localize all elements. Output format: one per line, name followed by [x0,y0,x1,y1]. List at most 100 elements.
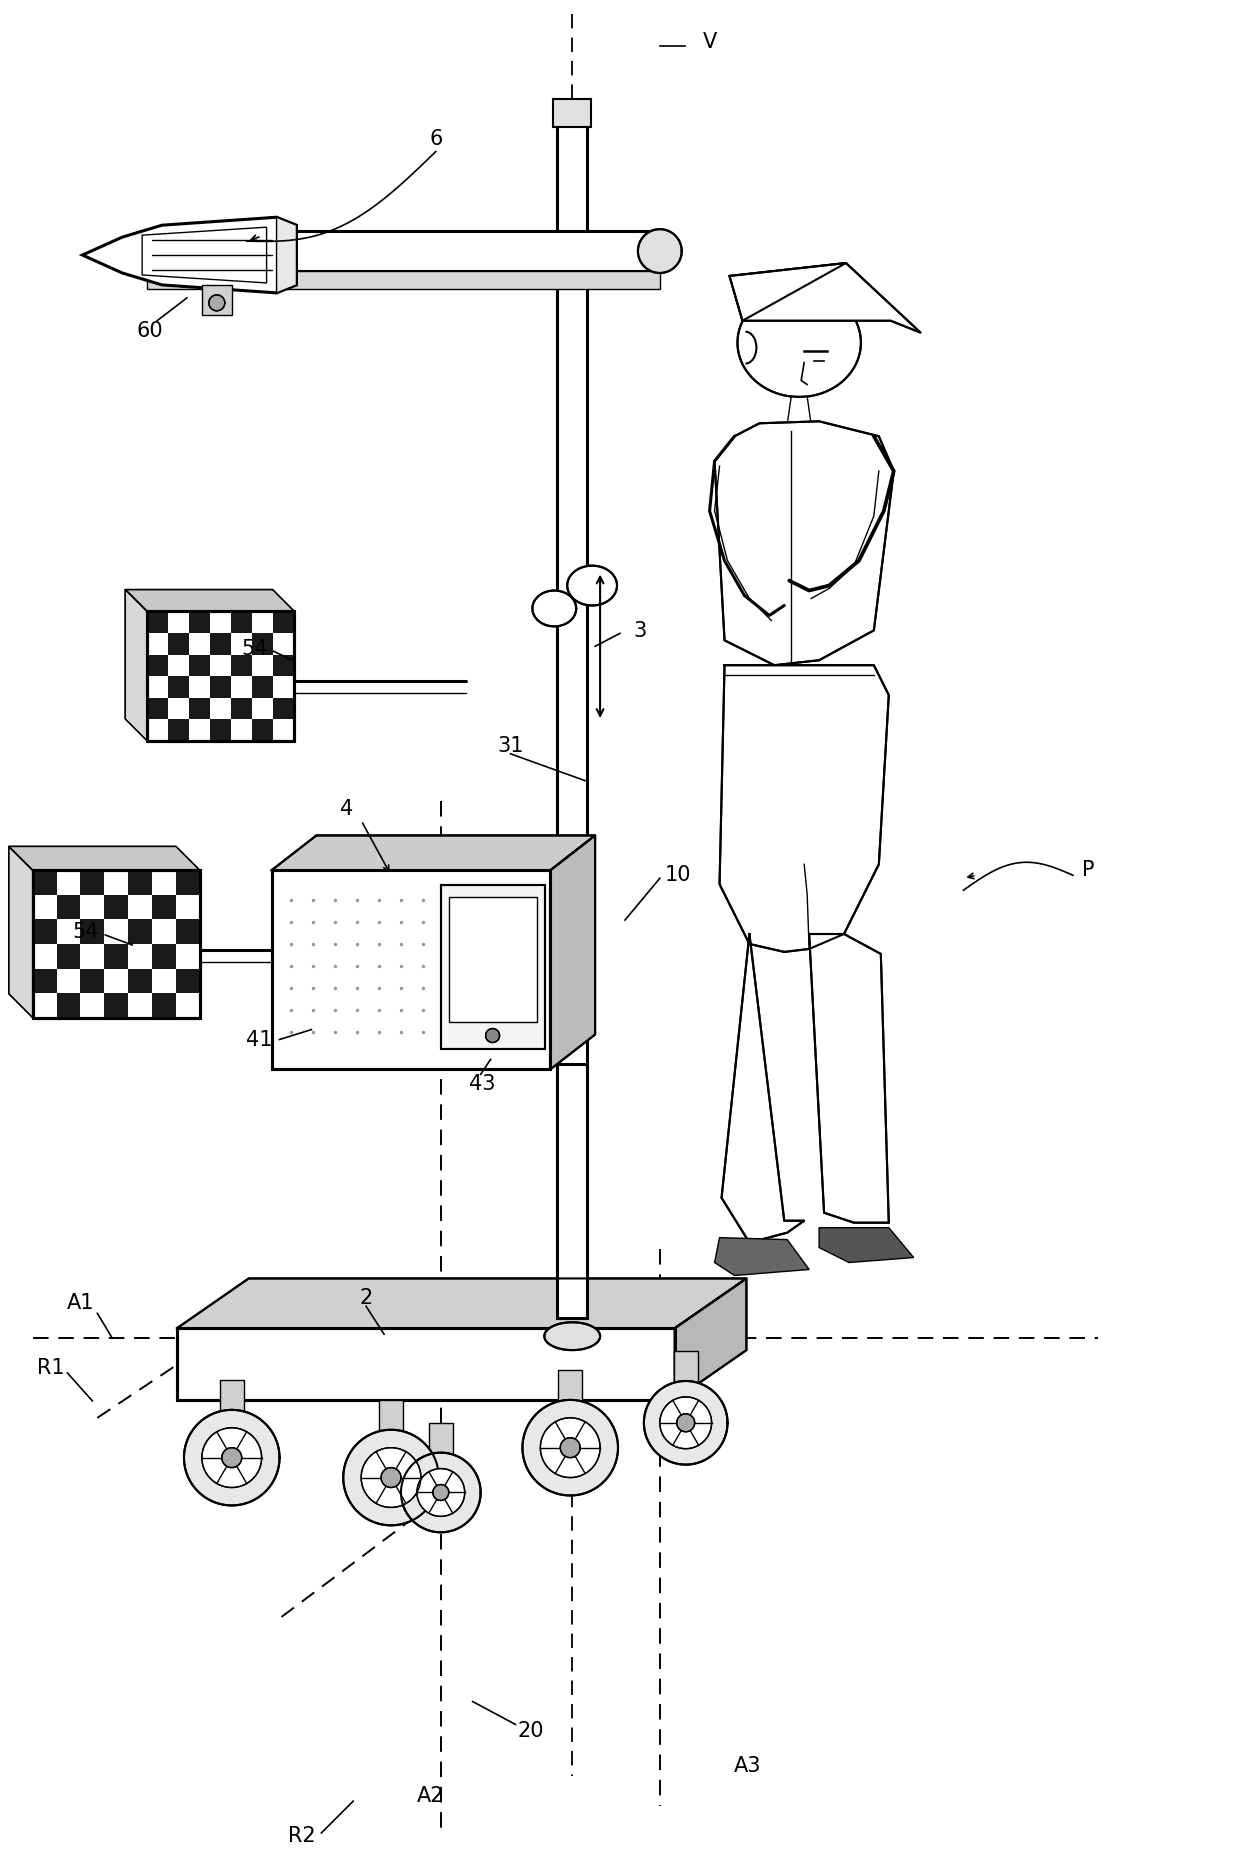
Bar [81,919,104,943]
Text: R1: R1 [37,1358,64,1379]
Bar [273,654,294,676]
Polygon shape [32,870,200,1018]
Bar [211,676,232,699]
Polygon shape [660,1397,712,1450]
Polygon shape [277,217,296,293]
Polygon shape [429,1423,453,1457]
Polygon shape [202,286,232,316]
Polygon shape [272,870,551,1068]
Bar [104,994,128,1018]
Bar [81,968,104,994]
Text: 10: 10 [665,865,691,885]
Polygon shape [219,1380,244,1414]
Polygon shape [522,1399,618,1496]
Polygon shape [82,217,296,293]
Bar [57,994,81,1018]
Polygon shape [125,590,294,611]
Text: 60: 60 [136,321,164,340]
Polygon shape [673,1351,698,1386]
Bar [253,676,273,699]
Bar [148,654,169,676]
Bar [211,633,232,654]
Polygon shape [433,1485,449,1500]
Bar [253,633,273,654]
Bar [153,943,176,968]
Polygon shape [486,1029,500,1042]
Polygon shape [567,566,618,605]
Polygon shape [719,665,889,953]
Text: 41: 41 [247,1029,273,1050]
Polygon shape [637,230,682,273]
Bar [232,699,253,719]
Polygon shape [361,1448,420,1507]
Text: V: V [703,32,717,52]
Bar [232,611,253,633]
Polygon shape [557,1065,588,1319]
Polygon shape [532,590,577,626]
Polygon shape [143,228,267,282]
Polygon shape [417,1468,465,1517]
Polygon shape [177,1278,746,1328]
Text: R2: R2 [288,1825,315,1846]
Polygon shape [381,1468,401,1487]
Polygon shape [644,1380,728,1465]
Polygon shape [177,1328,675,1399]
Polygon shape [272,835,595,870]
Bar [169,676,190,699]
Polygon shape [222,1448,242,1468]
Text: 54: 54 [242,639,268,659]
Polygon shape [541,1418,600,1478]
Bar [57,943,81,968]
Text: 6: 6 [429,129,443,149]
Text: P: P [1081,861,1094,880]
Bar [153,994,176,1018]
Polygon shape [125,590,148,742]
Polygon shape [440,885,546,1050]
Polygon shape [729,263,846,321]
Bar [169,719,190,742]
Bar [190,699,211,719]
Bar [190,654,211,676]
Polygon shape [343,1429,439,1526]
Text: 20: 20 [517,1722,543,1741]
Bar [104,943,128,968]
Polygon shape [820,1227,914,1263]
Polygon shape [202,1427,262,1487]
Text: A2: A2 [417,1786,445,1806]
Bar [211,719,232,742]
Bar [232,654,253,676]
Polygon shape [148,271,660,290]
Bar [190,611,211,633]
Bar [128,919,153,943]
Text: A3: A3 [734,1756,761,1776]
Text: 4: 4 [340,798,353,818]
Polygon shape [208,295,224,310]
Polygon shape [379,1399,403,1435]
Polygon shape [551,835,595,1068]
Bar [81,870,104,895]
Polygon shape [401,1453,481,1532]
Polygon shape [677,1414,694,1431]
Text: 54: 54 [72,923,99,941]
Polygon shape [184,1410,279,1506]
Bar [176,968,200,994]
Polygon shape [722,934,805,1242]
Polygon shape [449,897,537,1022]
Polygon shape [675,1278,746,1399]
Polygon shape [810,934,889,1224]
Bar [253,719,273,742]
Text: 2: 2 [360,1289,373,1308]
Polygon shape [148,611,294,742]
Bar [153,895,176,919]
Bar [273,611,294,633]
Polygon shape [553,99,591,127]
Polygon shape [558,1369,582,1405]
Polygon shape [544,1323,600,1351]
Bar [148,699,169,719]
Polygon shape [557,99,588,1358]
Bar [128,870,153,895]
Text: 31: 31 [497,736,523,757]
Polygon shape [9,846,32,1018]
Text: A1: A1 [67,1293,94,1313]
Bar [148,611,169,633]
